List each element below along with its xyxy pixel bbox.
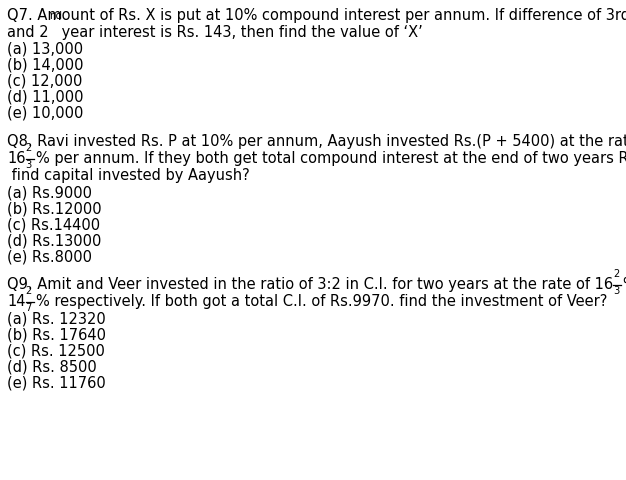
Text: Q9. Amit and Veer invested in the ratio of 3:2 in C.I. for two years at the rate: Q9. Amit and Veer invested in the ratio … <box>7 277 613 292</box>
Text: (c) Rs. 12500: (c) Rs. 12500 <box>7 343 105 358</box>
Text: (b) Rs. 17640: (b) Rs. 17640 <box>7 327 106 342</box>
Text: (c) Rs.14400: (c) Rs.14400 <box>7 217 100 232</box>
Text: 3: 3 <box>26 160 32 170</box>
Text: (a) Rs.9000: (a) Rs.9000 <box>7 185 92 200</box>
Text: (d) Rs. 8500: (d) Rs. 8500 <box>7 359 97 374</box>
Text: Q7. Amount of Rs. X is put at 10% compound interest per annum. If difference of : Q7. Amount of Rs. X is put at 10% compou… <box>7 8 626 23</box>
Text: % and: % and <box>623 277 626 292</box>
Text: 2: 2 <box>26 143 32 153</box>
Text: Q8. Ravi invested Rs. P at 10% per annum, Aayush invested Rs.(P + 5400) at the r: Q8. Ravi invested Rs. P at 10% per annum… <box>7 134 626 149</box>
Text: nd: nd <box>49 11 61 21</box>
Text: % per annum. If they both get total compound interest at the end of two years Rs: % per annum. If they both get total comp… <box>36 151 626 166</box>
Text: % respectively. If both got a total C.I. of Rs.9970. find the investment of Veer: % respectively. If both got a total C.I.… <box>36 294 607 309</box>
Text: 2: 2 <box>613 269 619 279</box>
Text: (c) 12,000: (c) 12,000 <box>7 74 83 89</box>
Text: (e) Rs. 11760: (e) Rs. 11760 <box>7 375 106 390</box>
Text: 2: 2 <box>26 286 32 296</box>
Text: (d) Rs.13000: (d) Rs.13000 <box>7 233 101 248</box>
Text: (b) 14,000: (b) 14,000 <box>7 58 83 73</box>
Text: (a) 13,000: (a) 13,000 <box>7 42 83 57</box>
Text: 7: 7 <box>26 303 32 313</box>
Text: and 2: and 2 <box>7 25 49 40</box>
Text: 14: 14 <box>7 294 26 309</box>
Text: 3: 3 <box>613 286 619 296</box>
Text: (d) 11,000: (d) 11,000 <box>7 90 83 105</box>
Text: 16: 16 <box>7 151 26 166</box>
Text: (a) Rs. 12320: (a) Rs. 12320 <box>7 311 106 326</box>
Text: find capital invested by Aayush?: find capital invested by Aayush? <box>7 168 250 183</box>
Text: (b) Rs.12000: (b) Rs.12000 <box>7 201 101 216</box>
Text: year interest is Rs. 143, then find the value of ‘X’: year interest is Rs. 143, then find the … <box>58 25 423 40</box>
Text: (e) 10,000: (e) 10,000 <box>7 106 83 121</box>
Text: (e) Rs.8000: (e) Rs.8000 <box>7 249 92 264</box>
